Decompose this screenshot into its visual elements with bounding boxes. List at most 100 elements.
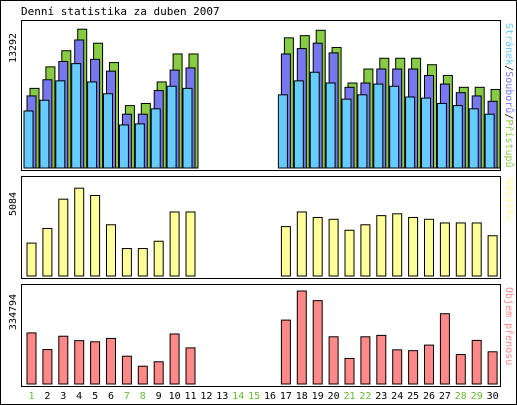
x-tick-label-23: 23 — [375, 391, 387, 402]
bar-stránek-6 — [103, 93, 113, 169]
x-tick-label-2: 2 — [44, 391, 50, 402]
x-tick-label-28: 28 — [455, 391, 467, 402]
x-tick-label-4: 4 — [76, 391, 82, 402]
x-tick-label-12: 12 — [200, 391, 212, 402]
visits-chart — [26, 187, 498, 277]
x-tick-label-18: 18 — [296, 391, 308, 402]
bar-visits-30 — [487, 235, 498, 277]
bar-visits-1 — [26, 242, 37, 277]
bar-stránek-26 — [421, 97, 431, 169]
x-tick-label-9: 9 — [156, 391, 162, 402]
bar-visits-22 — [360, 224, 371, 277]
bar-kbytes-3 — [58, 335, 69, 385]
chart-title: Denní statistika za duben 2007 — [21, 5, 220, 18]
bar-stránek-19 — [309, 71, 320, 169]
bar-kbytes-2 — [42, 349, 53, 385]
bar-stránek-28 — [452, 105, 463, 169]
x-tick-label-25: 25 — [407, 391, 419, 402]
x-tick-label-19: 19 — [312, 391, 324, 402]
bar-visits-27 — [439, 222, 450, 277]
bar-kbytes-10 — [169, 333, 180, 385]
bar-visits-20 — [328, 218, 339, 277]
bar-kbytes-22 — [360, 336, 371, 385]
bar-stránek-1 — [23, 110, 34, 169]
bar-kbytes-11 — [185, 347, 196, 385]
bar-kbytes-17 — [280, 319, 291, 385]
bar-kbytes-23 — [376, 334, 387, 385]
legend-entry-hits-3: / — [503, 113, 514, 119]
x-tick-label-13: 13 — [216, 391, 228, 402]
bar-stránek-5 — [87, 81, 98, 169]
bar-stránek-22 — [357, 94, 368, 169]
x-tick-label-22: 22 — [359, 391, 371, 402]
bar-kbytes-5 — [90, 341, 101, 385]
x-tick-label-8: 8 — [140, 391, 146, 402]
bar-visits-5 — [90, 195, 101, 277]
bar-kbytes-25 — [408, 350, 419, 385]
x-tick-label-14: 14 — [232, 391, 244, 402]
legend-entry-visits-0: Návštěv — [503, 179, 515, 221]
bar-stránek-24 — [389, 85, 400, 169]
bar-visits-18 — [296, 211, 307, 277]
legend-hits: Stránek/Souborů/Přístupů — [503, 23, 515, 168]
y-max-label-kbytes: 334794 — [8, 294, 19, 330]
bar-kbytes-6 — [106, 337, 116, 385]
bar-stránek-27 — [436, 102, 447, 169]
legend-kbytes: Objem přenosu — [503, 287, 515, 365]
x-tick-label-3: 3 — [60, 391, 66, 402]
bar-stránek-30 — [484, 113, 495, 169]
x-tick-label-29: 29 — [471, 391, 483, 402]
bar-stránek-25 — [405, 96, 416, 169]
bar-stránek-29 — [468, 108, 479, 169]
x-tick-label-1: 1 — [28, 391, 34, 402]
bar-kbytes-18 — [296, 290, 307, 385]
legend-visits: Návštěv — [503, 179, 515, 221]
hits-chart — [23, 28, 500, 169]
bar-stránek-17 — [277, 94, 288, 169]
kbytes-chart — [26, 290, 498, 385]
bar-kbytes-7 — [121, 355, 132, 385]
bar-stránek-21 — [341, 98, 352, 169]
x-tick-label-15: 15 — [248, 391, 260, 402]
y-max-label-hits: 13292 — [8, 33, 19, 63]
legend-entry-hits-4: Přístupů — [503, 119, 515, 167]
x-tick-label-17: 17 — [280, 391, 292, 402]
bar-visits-2 — [42, 227, 53, 277]
x-tick-label-7: 7 — [124, 391, 130, 402]
bar-stránek-18 — [293, 80, 304, 169]
x-axis-labels: 1 2 3 4 5 6 7 8 9 10 11 12 13 14 15 16 17 18 19 20 21 22 23 24 2… — [28, 391, 498, 402]
x-tick-label-6: 6 — [108, 391, 114, 402]
x-tick-label-24: 24 — [391, 391, 403, 402]
legend-entry-hits-1: / — [503, 65, 514, 71]
bar-stránek-10 — [166, 85, 177, 169]
bar-visits-24 — [392, 213, 403, 277]
bar-kbytes-20 — [328, 336, 339, 385]
bar-stránek-7 — [118, 124, 129, 169]
bar-visits-28 — [455, 222, 466, 277]
bar-visits-29 — [471, 222, 482, 277]
bar-stránek-20 — [325, 82, 336, 169]
bar-visits-7 — [121, 248, 132, 277]
x-tick-label-27: 27 — [439, 391, 451, 402]
x-tick-label-10: 10 — [169, 391, 181, 402]
bar-visits-23 — [376, 215, 387, 277]
bar-kbytes-29 — [471, 339, 482, 385]
legend-entry-hits-2: Souborů — [503, 71, 515, 113]
x-tick-label-11: 11 — [184, 391, 196, 402]
bar-stránek-8 — [134, 123, 145, 169]
bar-stránek-11 — [182, 87, 193, 169]
bar-stránek-23 — [373, 83, 384, 169]
bar-visits-8 — [137, 248, 148, 277]
legend-entry-kbytes-0: Objem přenosu — [503, 287, 515, 365]
bar-visits-4 — [74, 187, 85, 277]
bar-visits-19 — [312, 216, 323, 277]
bar-kbytes-4 — [74, 340, 85, 385]
bar-visits-9 — [153, 240, 164, 277]
bar-kbytes-28 — [455, 354, 466, 385]
x-tick-label-16: 16 — [264, 391, 276, 402]
bar-kbytes-30 — [487, 351, 498, 385]
bar-visits-26 — [424, 218, 434, 277]
y-axis-labels: 13292 5084 334794 — [8, 33, 19, 330]
bar-kbytes-24 — [392, 349, 403, 385]
kbytes-panel — [21, 284, 501, 387]
